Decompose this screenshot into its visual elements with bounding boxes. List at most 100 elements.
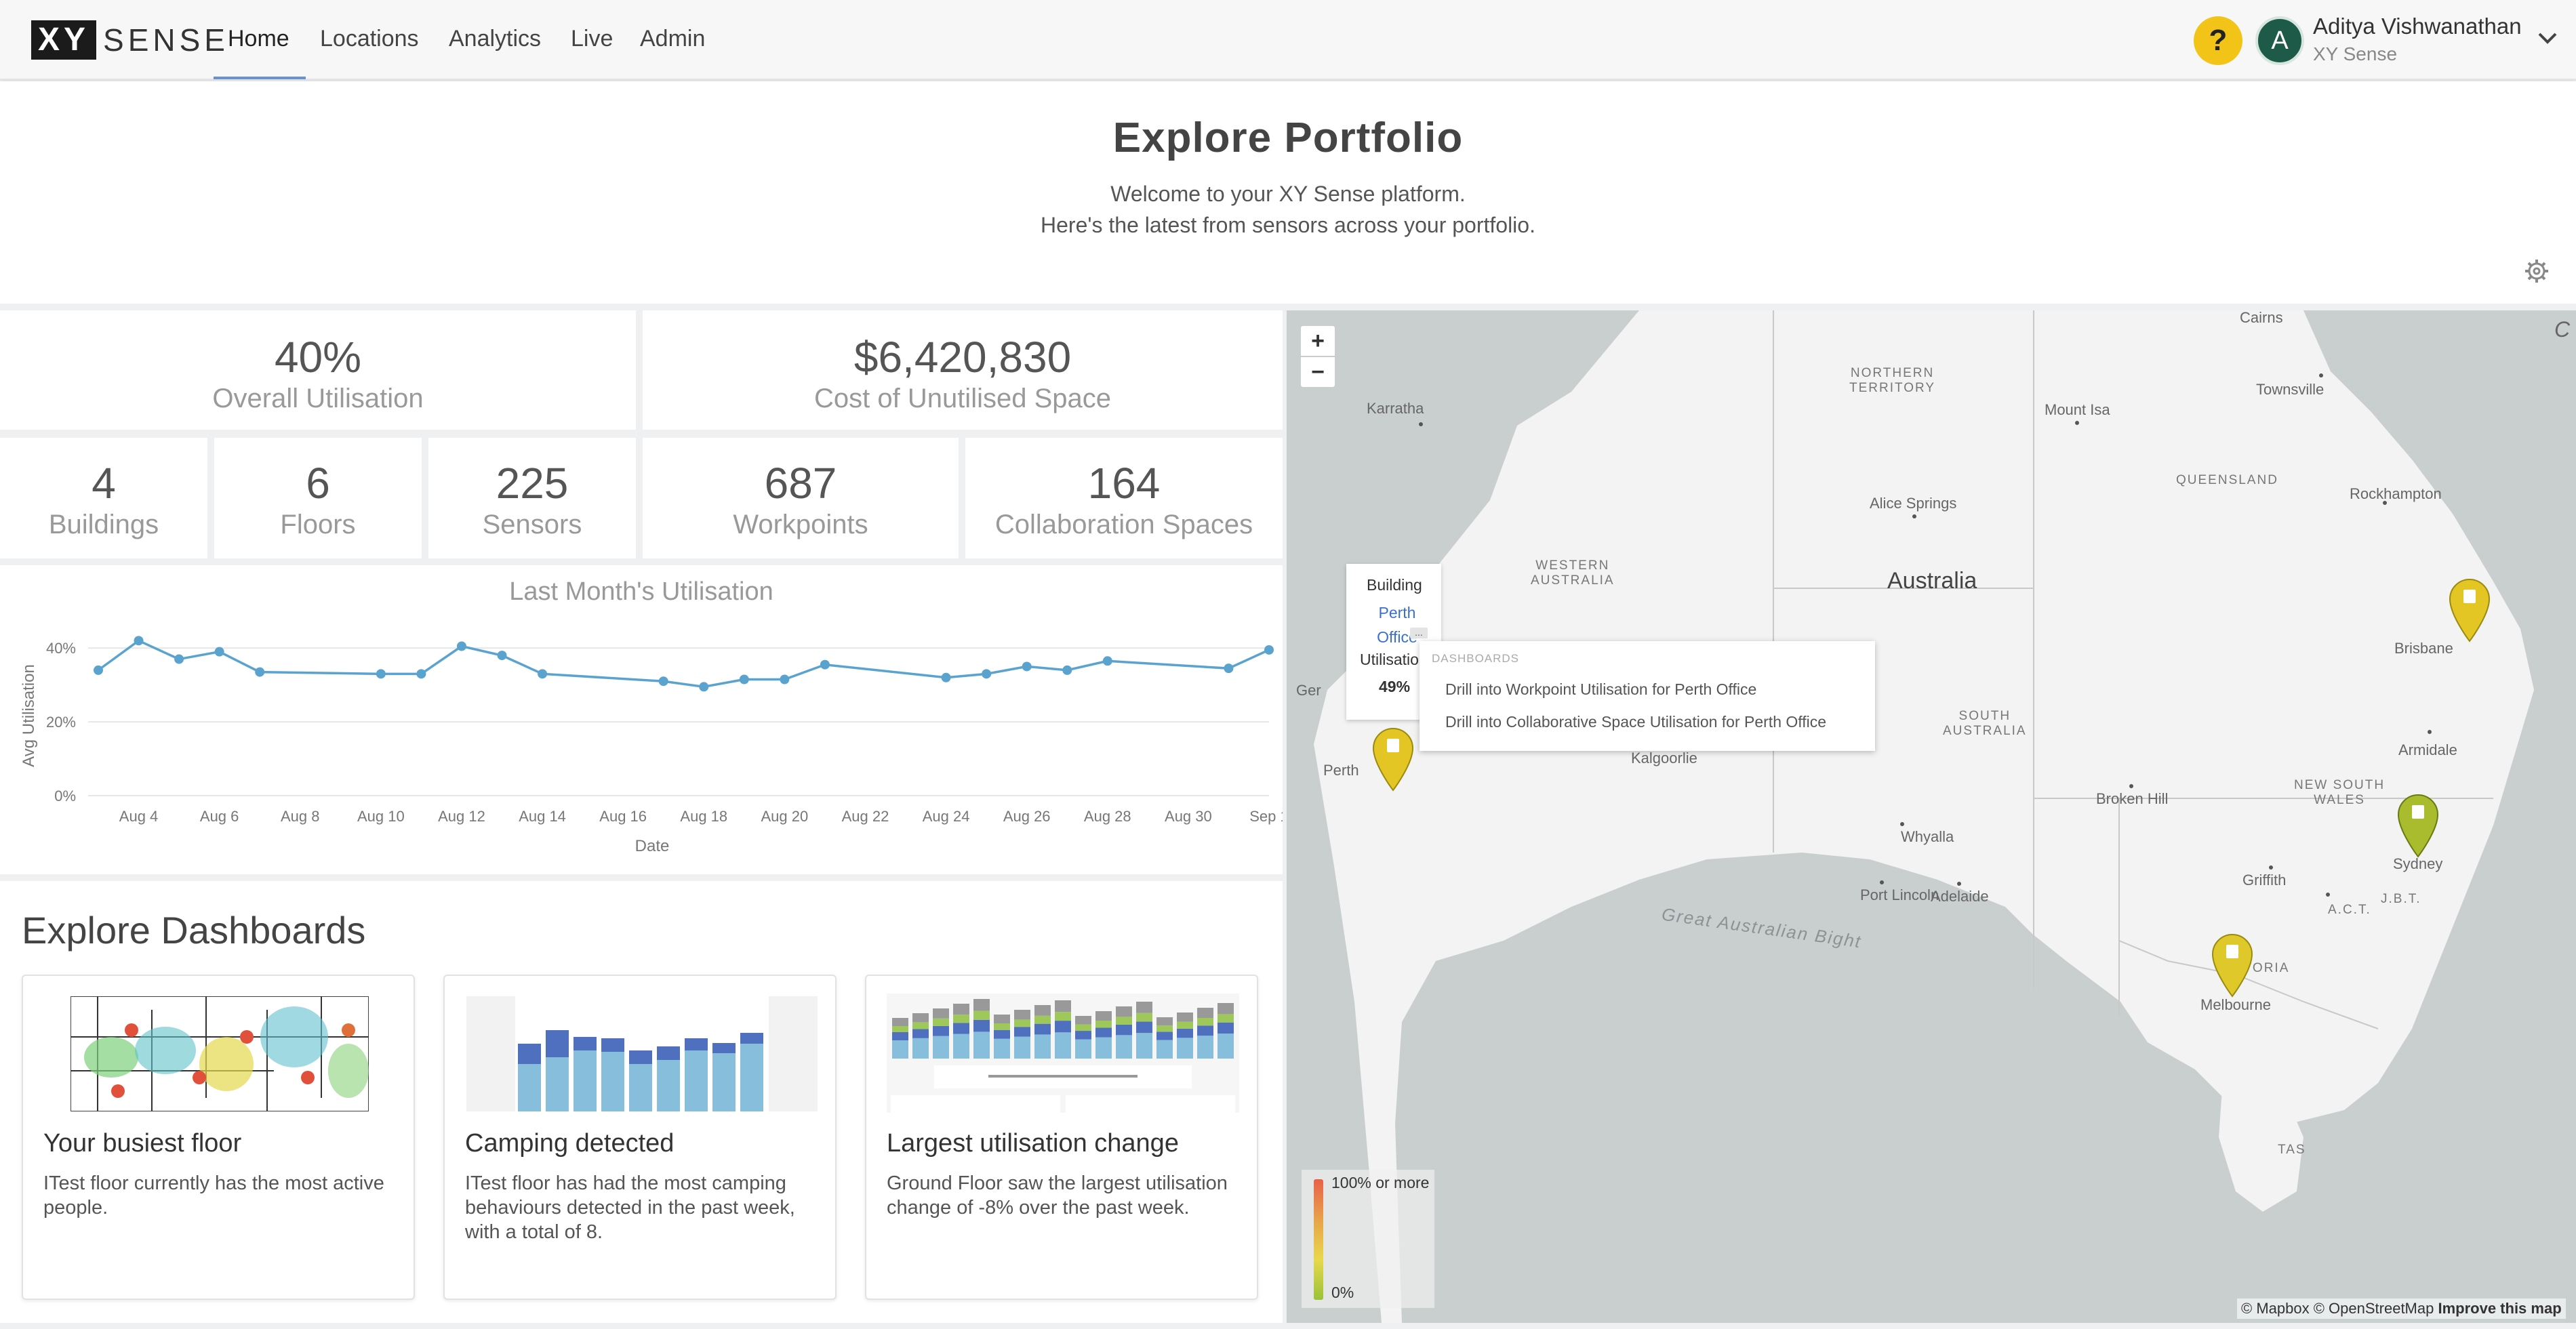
map-label-region: J.B.T.: [2381, 892, 2421, 906]
thumb-bar: [712, 1053, 736, 1111]
thumb-stacked-bar: [933, 1008, 949, 1019]
more-options-icon[interactable]: ...: [1410, 628, 1428, 638]
xy-sense-logo[interactable]: XY SENSE: [31, 20, 229, 60]
stat-card-cost: $6,420,830 Cost of Unutilised Space: [643, 310, 1283, 430]
australia-map-base: [1314, 310, 2534, 1323]
map-label-region: WESTERN AUSTRALIA: [1531, 558, 1615, 588]
map-label-region: SOUTH AUSTRALIA: [1943, 709, 2027, 738]
location-pin-perth[interactable]: [1369, 724, 1417, 792]
gear-icon[interactable]: [2523, 258, 2550, 288]
osm-link[interactable]: © OpenStreetMap: [2313, 1300, 2434, 1317]
map-label-region: NORTHERN TERRITORY: [1849, 366, 1936, 395]
thumb-stacked-bar: [1136, 1013, 1152, 1022]
nav-analytics[interactable]: Analytics: [449, 26, 542, 52]
thumb-stacked-bar: [953, 1034, 969, 1059]
menu-item-workpoint[interactable]: Drill into Workpoint Utilisation for Per…: [1445, 680, 1757, 698]
user-name[interactable]: Aditya Vishwanathan: [2313, 14, 2522, 39]
thumb-bar-top: [546, 1030, 569, 1057]
improve-map-link[interactable]: Improve this map: [2438, 1300, 2562, 1317]
thumb-stacked-bar: [912, 1038, 929, 1059]
thumb-stacked-bar: [973, 1010, 990, 1020]
menu-item-collaborative[interactable]: Drill into Collaborative Space Utilisati…: [1445, 713, 1827, 731]
nav-live[interactable]: Live: [571, 26, 613, 52]
thumb-bar: [629, 1064, 652, 1111]
location-pin-melbourne[interactable]: [2209, 930, 2256, 998]
map-label-city: Karratha: [1367, 400, 1424, 417]
x-axis-label: Date: [635, 837, 670, 855]
stat-card-collaboration: 164 Collaboration Spaces: [965, 438, 1283, 558]
data-point: [1062, 665, 1072, 675]
dashboard-card-busiest-floor[interactable]: Your busiest floor ITest floor currently…: [22, 975, 415, 1300]
thumb-bar: [601, 1052, 624, 1111]
data-point: [94, 665, 103, 675]
thumb-bar: [546, 1057, 569, 1111]
data-point: [658, 676, 668, 687]
zoom-out-button[interactable]: −: [1300, 356, 1335, 388]
thumb-stacked-bar: [1177, 1038, 1193, 1059]
thumb-stacked-bar: [1197, 1025, 1213, 1036]
map-label-region: TAS: [2278, 1143, 2306, 1157]
thumb-bar-top: [573, 1037, 597, 1050]
thumb-stacked-bar: [1217, 1034, 1234, 1059]
x-tick-label: Aug 16: [599, 808, 647, 825]
thumb-bar-top: [629, 1050, 652, 1064]
chevron-down-icon[interactable]: [2535, 26, 2560, 54]
camping-bar-thumbnail: [466, 996, 818, 1111]
map-label-city: Whyalla: [1901, 828, 1954, 845]
thumb-stacked-bar: [1075, 1016, 1091, 1025]
thumb-stacked-bar: [994, 1023, 1010, 1030]
mapbox-link[interactable]: © Mapbox: [2241, 1300, 2310, 1317]
thumb-stacked-bar: [1014, 1010, 1030, 1020]
stat-card-sensors: 225 Sensors: [428, 438, 636, 558]
user-org: XY Sense: [2313, 43, 2398, 64]
thumb-stacked-bar: [953, 1004, 969, 1015]
avatar[interactable]: A: [2255, 16, 2304, 65]
map-label-city: Port Lincoln: [1860, 886, 1939, 903]
thumb-stacked-bar: [1055, 1032, 1071, 1059]
utilisation-change-thumbnail: [887, 994, 1239, 1113]
x-tick-label: Aug 30: [1165, 808, 1212, 825]
data-point: [739, 674, 749, 684]
legend-min-label: 0%: [1331, 1284, 1354, 1301]
thumb-stacked-bar: [1116, 1006, 1132, 1017]
map-label-city: Townsville: [2256, 381, 2325, 398]
thumb-stacked-bar: [912, 1029, 929, 1038]
location-pin-sydney[interactable]: [2394, 790, 2442, 858]
thumb-bar: [518, 1064, 541, 1111]
dashboard-card-camping[interactable]: Camping detected ITest floor has had the…: [443, 975, 837, 1300]
location-pin-brisbane[interactable]: [2446, 575, 2493, 642]
thumb-stacked-bar: [973, 1031, 990, 1059]
top-navbar: [0, 0, 2576, 80]
nav-admin[interactable]: Admin: [640, 26, 706, 52]
map-label-city: Rockhampton: [2350, 485, 2442, 502]
data-point: [699, 682, 709, 692]
data-point: [941, 672, 951, 682]
data-point: [174, 654, 184, 664]
help-button[interactable]: ?: [2194, 16, 2242, 65]
x-tick-label: Aug 22: [842, 808, 889, 825]
nav-active-indicator: [214, 77, 306, 79]
nav-home[interactable]: Home: [228, 26, 289, 52]
thumb-stacked-bar: [1055, 1000, 1071, 1013]
stat-value: 4: [92, 459, 116, 508]
thumb-stacked-bar: [1014, 1036, 1030, 1059]
nav-locations[interactable]: Locations: [320, 26, 419, 52]
map-legend: [1302, 1170, 1434, 1308]
dashboard-card-utilisation-change[interactable]: Largest utilisation change Ground Floor …: [865, 975, 1258, 1300]
x-tick-label: Aug 28: [1084, 808, 1131, 825]
portfolio-map[interactable]: Cairns C Townsville Karratha Mount Isa N…: [1287, 310, 2576, 1323]
y-tick-label: 40%: [46, 640, 76, 657]
data-point: [1102, 656, 1112, 666]
stat-card-workpoints: 687 Workpoints: [643, 438, 959, 558]
data-point: [820, 659, 830, 670]
thumb-stacked-bar: [1136, 1021, 1152, 1034]
stat-label: Workpoints: [733, 510, 868, 539]
thumb-bar-top: [601, 1038, 624, 1052]
zoom-in-button[interactable]: +: [1300, 325, 1335, 356]
map-label-city: Perth: [1323, 762, 1359, 779]
welcome-text: Welcome to your XY Sense platform.: [1110, 182, 1466, 206]
dashboard-card-description: Ground Floor saw the largest utilisation…: [887, 1172, 1228, 1219]
popup-utilisation-value: 49%: [1379, 678, 1411, 695]
stat-label: Collaboration Spaces: [994, 510, 1253, 539]
thumb-stacked-bar: [1217, 1022, 1234, 1034]
